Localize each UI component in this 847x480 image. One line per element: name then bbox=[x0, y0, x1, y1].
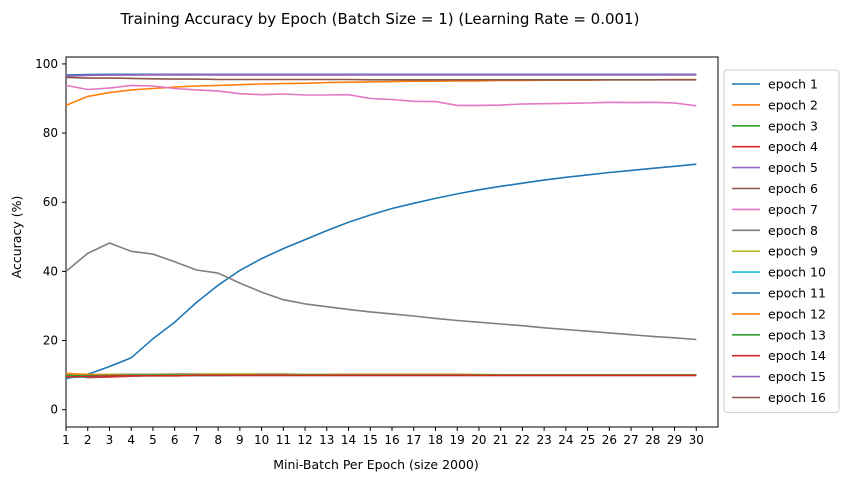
series-line-epoch-16 bbox=[65, 76, 697, 81]
y-tick-label: 80 bbox=[43, 126, 58, 140]
x-tick-label: 6 bbox=[171, 433, 179, 447]
x-tick-label: 30 bbox=[689, 433, 704, 447]
legend-label: epoch 1 bbox=[768, 77, 818, 92]
series-line-epoch-15 bbox=[65, 73, 697, 77]
x-tick-label: 28 bbox=[645, 433, 660, 447]
legend-label: epoch 13 bbox=[768, 327, 826, 342]
legend-label: epoch 6 bbox=[768, 181, 818, 196]
x-tick-label: 26 bbox=[602, 433, 617, 447]
legend-label: epoch 12 bbox=[768, 306, 826, 321]
x-tick-label: 18 bbox=[428, 433, 443, 447]
x-tick-label: 19 bbox=[450, 433, 465, 447]
series-line-epoch-7 bbox=[65, 84, 697, 107]
x-tick-label: 23 bbox=[536, 433, 551, 447]
legend-label: epoch 9 bbox=[768, 244, 818, 259]
legend-label: epoch 8 bbox=[768, 223, 818, 238]
x-tick-label: 2 bbox=[84, 433, 92, 447]
series-line-epoch-8 bbox=[65, 242, 697, 341]
x-tick-label: 13 bbox=[319, 433, 334, 447]
legend-label: epoch 4 bbox=[768, 139, 818, 154]
series-layer bbox=[65, 73, 697, 380]
x-tick-label: 5 bbox=[149, 433, 157, 447]
x-tick-label: 8 bbox=[214, 433, 222, 447]
x-tick-label: 17 bbox=[406, 433, 421, 447]
x-tick-label: 7 bbox=[193, 433, 201, 447]
x-tick-label: 20 bbox=[471, 433, 486, 447]
y-tick-label: 60 bbox=[43, 195, 58, 209]
y-tick-label: 40 bbox=[43, 264, 58, 278]
legend: epoch 1 epoch 2 epoch 3 epoch 4 epoch 5 epoch… bbox=[723, 69, 840, 413]
legend-label: epoch 5 bbox=[768, 160, 818, 175]
legend-label: epoch 11 bbox=[768, 286, 826, 301]
x-tick-label: 15 bbox=[363, 433, 378, 447]
x-tick-label: 10 bbox=[254, 433, 269, 447]
x-tick-label: 24 bbox=[558, 433, 573, 447]
legend-box bbox=[723, 69, 840, 413]
legend-label: epoch 7 bbox=[768, 202, 818, 217]
series-line-epoch-2 bbox=[65, 78, 697, 107]
legend-label: epoch 3 bbox=[768, 118, 818, 133]
legend-label: epoch 2 bbox=[768, 97, 818, 112]
legend-label: epoch 15 bbox=[768, 369, 826, 384]
y-axis-ticks: 0 20 40 60 80 100 bbox=[35, 57, 66, 417]
x-tick-label: 29 bbox=[667, 433, 682, 447]
legend-label: epoch 16 bbox=[768, 390, 826, 405]
x-tick-label: 4 bbox=[127, 433, 135, 447]
y-tick-label: 0 bbox=[50, 403, 58, 417]
legend-label: epoch 14 bbox=[768, 348, 826, 363]
plot-area bbox=[65, 56, 719, 428]
chart-title: Training Accuracy by Epoch (Batch Size =… bbox=[120, 10, 640, 28]
x-tick-label: 21 bbox=[493, 433, 508, 447]
y-tick-label: 100 bbox=[35, 57, 58, 71]
legend-label: epoch 10 bbox=[768, 265, 826, 280]
series-line-epoch-14 bbox=[65, 374, 697, 378]
x-axis-ticks: 1 2 3 4 5 6 7 8 9 10 11 12 13 14 15 16 17 18 19 20 21 22 23 24 2… bbox=[62, 427, 704, 447]
x-tick-label: 22 bbox=[515, 433, 530, 447]
x-tick-label: 16 bbox=[384, 433, 399, 447]
plot-frame bbox=[65, 56, 719, 428]
x-tick-label: 12 bbox=[297, 433, 312, 447]
x-tick-label: 27 bbox=[623, 433, 638, 447]
x-tick-label: 9 bbox=[236, 433, 244, 447]
series-line-epoch-1 bbox=[65, 163, 697, 380]
x-tick-label: 25 bbox=[580, 433, 595, 447]
x-axis-label: Mini-Batch Per Epoch (size 2000) bbox=[273, 457, 479, 472]
y-axis-label: Accuracy (%) bbox=[9, 196, 24, 279]
x-tick-label: 11 bbox=[276, 433, 291, 447]
x-tick-label: 3 bbox=[106, 433, 114, 447]
y-tick-label: 20 bbox=[43, 334, 58, 348]
x-tick-label: 1 bbox=[62, 433, 70, 447]
x-tick-label: 14 bbox=[341, 433, 356, 447]
